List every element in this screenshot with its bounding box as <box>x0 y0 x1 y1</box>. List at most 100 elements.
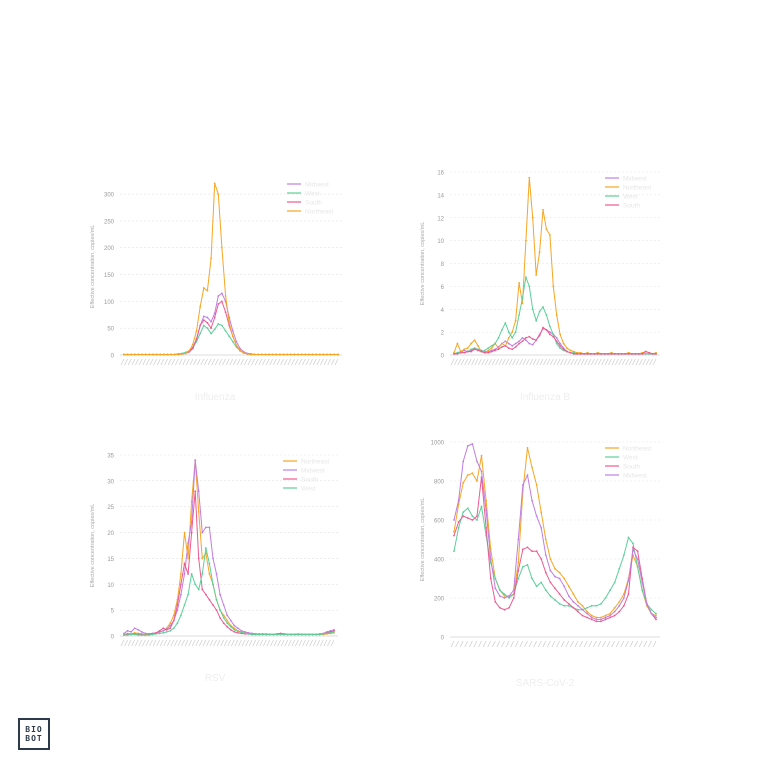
y-tick-label: 600 <box>434 519 445 525</box>
y-tick-label: 0 <box>111 354 115 360</box>
x-tick-mark <box>209 639 214 647</box>
data-point <box>222 622 225 624</box>
data-point <box>572 601 575 603</box>
legend-label: South <box>623 464 640 471</box>
x-tick-mark <box>193 358 197 366</box>
x-tick-mark <box>491 358 496 366</box>
data-point <box>177 353 180 356</box>
y-tick-label: 4 <box>441 308 445 314</box>
data-point <box>624 352 627 355</box>
data-point <box>172 614 175 617</box>
data-point <box>501 346 503 348</box>
x-tick-mark <box>478 640 482 648</box>
x-tick-mark <box>533 640 537 648</box>
x-tick-mark <box>597 358 602 366</box>
data-point <box>226 622 229 624</box>
data-point <box>507 347 510 350</box>
data-point <box>590 618 593 621</box>
x-tick-mark <box>491 640 496 648</box>
data-point <box>548 234 551 236</box>
x-tick-mark <box>146 358 150 366</box>
x-tick-mark <box>508 358 513 366</box>
data-point <box>240 629 243 632</box>
x-tick-mark <box>316 639 321 647</box>
data-point <box>567 585 570 588</box>
x-tick-mark <box>127 639 132 647</box>
x-tick-mark <box>525 358 530 366</box>
data-point <box>239 349 241 352</box>
x-tick-mark <box>473 640 478 648</box>
influenza-chart-panel: 0 50 100 150 200 250 300 Effective concentratio… <box>80 160 350 410</box>
data-point <box>485 499 488 502</box>
data-point <box>641 352 644 355</box>
data-point <box>176 609 179 612</box>
data-point <box>126 353 129 356</box>
data-point <box>208 573 211 575</box>
chart-caption: RSV <box>204 673 226 684</box>
data-point <box>518 340 520 343</box>
data-point <box>645 602 648 605</box>
data-point <box>286 353 289 356</box>
data-point <box>544 589 547 592</box>
x-tick-mark <box>455 640 459 648</box>
data-point <box>236 627 239 630</box>
data-point <box>600 616 602 619</box>
data-point <box>595 620 598 623</box>
x-tick-mark <box>551 640 556 648</box>
data-point <box>544 571 547 574</box>
data-point <box>563 577 566 580</box>
data-point <box>276 633 278 636</box>
data-point <box>487 351 490 354</box>
data-point <box>199 324 202 327</box>
data-point <box>483 351 486 354</box>
x-tick-mark <box>240 358 245 366</box>
data-point <box>490 347 493 350</box>
x-tick-mark <box>230 639 235 647</box>
data-point <box>457 526 460 529</box>
x-tick-mark <box>505 358 510 366</box>
data-point <box>466 507 469 510</box>
data-point <box>632 546 634 549</box>
x-tick-mark <box>645 358 650 366</box>
data-point <box>329 631 332 634</box>
data-point <box>596 352 599 355</box>
x-tick-mark <box>191 639 196 647</box>
data-point <box>322 353 325 356</box>
x-tick-mark <box>124 358 128 366</box>
x-tick-mark <box>608 358 612 366</box>
data-point <box>508 595 510 597</box>
data-point <box>558 571 561 574</box>
x-tick-mark <box>189 358 194 366</box>
x-tick-mark <box>131 639 136 647</box>
data-point <box>197 588 200 591</box>
data-point <box>308 353 310 356</box>
data-point <box>457 521 460 523</box>
data-point <box>535 274 538 276</box>
x-tick-mark <box>469 640 473 648</box>
legend-label: Northeast <box>623 185 651 192</box>
data-point <box>549 581 552 584</box>
y-axis-label: Effective concentration, copies/mL <box>420 222 426 306</box>
x-tick-mark <box>248 639 253 647</box>
x-tick-mark <box>170 639 175 647</box>
x-tick-mark <box>467 358 472 366</box>
data-point <box>126 634 129 636</box>
x-tick-mark <box>316 358 321 366</box>
data-point <box>251 633 254 636</box>
data-point <box>497 336 500 339</box>
data-point <box>552 335 555 338</box>
y-tick-label: 30 <box>107 479 114 485</box>
data-point <box>618 567 621 570</box>
x-tick-mark <box>602 640 606 648</box>
x-tick-mark <box>262 358 266 366</box>
x-tick-mark <box>620 640 625 648</box>
data-point <box>471 515 474 517</box>
data-point <box>215 598 218 601</box>
data-point <box>476 515 478 517</box>
y-tick-label: 15 <box>107 557 114 563</box>
data-point <box>187 593 189 596</box>
data-point <box>563 604 566 607</box>
y-axis-label: Effective concentration, copies/mL <box>90 504 96 588</box>
data-point <box>526 546 529 549</box>
data-point <box>586 610 589 613</box>
